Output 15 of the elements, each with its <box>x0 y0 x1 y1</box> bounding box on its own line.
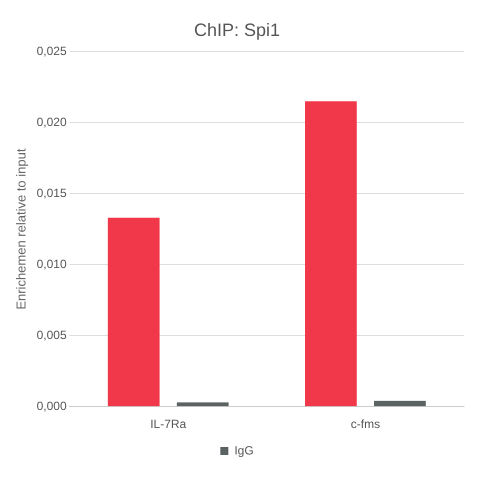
y-axis-title: Enrichemen relative to input <box>13 148 28 310</box>
bar <box>374 400 426 406</box>
y-tick-label: 0,005 <box>36 328 67 342</box>
y-tick-label: 0,025 <box>36 44 67 58</box>
chart-title: ChIP: Spi1 <box>194 20 280 40</box>
y-tick-label: 0,010 <box>36 256 67 271</box>
x-tick-label: IL-7Ra <box>150 417 187 432</box>
x-tick-label: c-fms <box>350 417 380 432</box>
bar <box>176 402 229 406</box>
y-tick-label: 0,015 <box>36 186 67 200</box>
bar <box>305 101 357 406</box>
bar <box>108 218 160 406</box>
y-tick-label: 0,020 <box>36 114 67 129</box>
legend-label: IgG <box>234 443 254 458</box>
y-tick-label: 0,000 <box>36 398 67 413</box>
